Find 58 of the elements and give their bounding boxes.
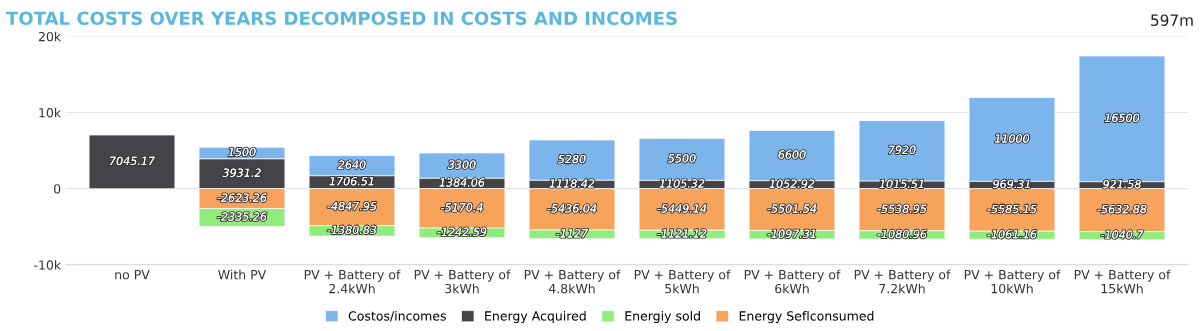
data-label: -1121.12 xyxy=(657,229,707,238)
data-label: 7045.17 xyxy=(110,156,155,166)
data-label: 6600 xyxy=(778,150,806,159)
legend-label: Costos/incomes xyxy=(348,310,446,322)
data-label: -1242.59 xyxy=(437,227,487,236)
data-label: 1384.06 xyxy=(439,178,485,187)
data-label: 11000 xyxy=(994,134,1030,143)
data-label: -1040.7 xyxy=(1101,230,1144,239)
data-label: -5170.4 xyxy=(441,203,483,212)
data-label: 1105.32 xyxy=(659,179,705,188)
data-label: 5280 xyxy=(558,154,586,164)
data-label: 1052.92 xyxy=(769,179,815,188)
data-label: -5436.04 xyxy=(547,204,597,213)
data-label: -1127 xyxy=(556,229,589,238)
y-tick-label: 0 xyxy=(54,184,61,194)
data-label: -5538.95 xyxy=(877,204,927,213)
legend-label: Energy Acquired xyxy=(485,310,586,324)
text: 597m xyxy=(1151,14,1193,26)
x-tick-label: no PV xyxy=(115,270,150,280)
data-label: 3300 xyxy=(447,160,476,169)
data-label: 1500 xyxy=(228,147,256,157)
x-tick-label: PV + Battery of 5kWh xyxy=(634,269,731,294)
data-label: -5449.14 xyxy=(657,204,707,213)
data-label: -1080.96 xyxy=(877,229,927,239)
legend-label: Energy Seflconsumed xyxy=(739,310,874,324)
legend-label: Energiy sold xyxy=(625,310,700,324)
data-label: -2623.26 xyxy=(217,193,267,202)
data-label: -4847.95 xyxy=(327,201,377,211)
x-tick-label: PV + Battery of 4.8kWh xyxy=(524,269,621,294)
data-label: 1118.42 xyxy=(549,179,595,188)
data-label: -2335.26 xyxy=(217,212,267,221)
x-tick-label: PV + Battery of 6kWh xyxy=(744,269,841,294)
chart-title: TOTAL COSTS OVER YEARS DECOMPOSED IN COSTS AND INCOMES xyxy=(6,11,677,26)
x-tick-label: PV + Battery of 3kWh xyxy=(414,269,511,294)
data-label: 1015.51 xyxy=(879,179,924,189)
x-tick-label: PV + Battery of 15kWh xyxy=(1074,269,1171,294)
bar xyxy=(88,134,176,190)
x-tick-label: PV + Battery of 7.2kWh xyxy=(854,269,951,294)
data-label: 921.58 xyxy=(1103,179,1141,189)
data-label: -5501.54 xyxy=(767,204,817,213)
data-label: 16500 xyxy=(1104,113,1140,123)
y-tick-label: 10k xyxy=(39,107,62,118)
data-label: 2640 xyxy=(337,160,366,169)
data-label: -1380.83 xyxy=(327,225,377,235)
y-tick-label: -10k xyxy=(34,260,62,270)
y-tick-label: 20k xyxy=(38,31,62,42)
x-tick-label: PV + Battery of 10kWh xyxy=(964,269,1061,294)
data-label: -1061.16 xyxy=(987,230,1037,239)
data-label: -5632.88 xyxy=(1097,204,1147,214)
data-label: 1706.51 xyxy=(329,176,374,186)
data-label: 969.31 xyxy=(993,179,1030,189)
x-tick-label: PV + Battery of 2.4kWh xyxy=(304,269,401,294)
data-label: 3931.2 xyxy=(222,168,261,177)
data-label: -5585.15 xyxy=(987,204,1037,214)
x-tick-label: With PV xyxy=(218,269,267,280)
data-label: 5500 xyxy=(668,154,696,163)
data-label: -1097.31 xyxy=(767,229,816,238)
data-label: 7920 xyxy=(888,145,916,155)
